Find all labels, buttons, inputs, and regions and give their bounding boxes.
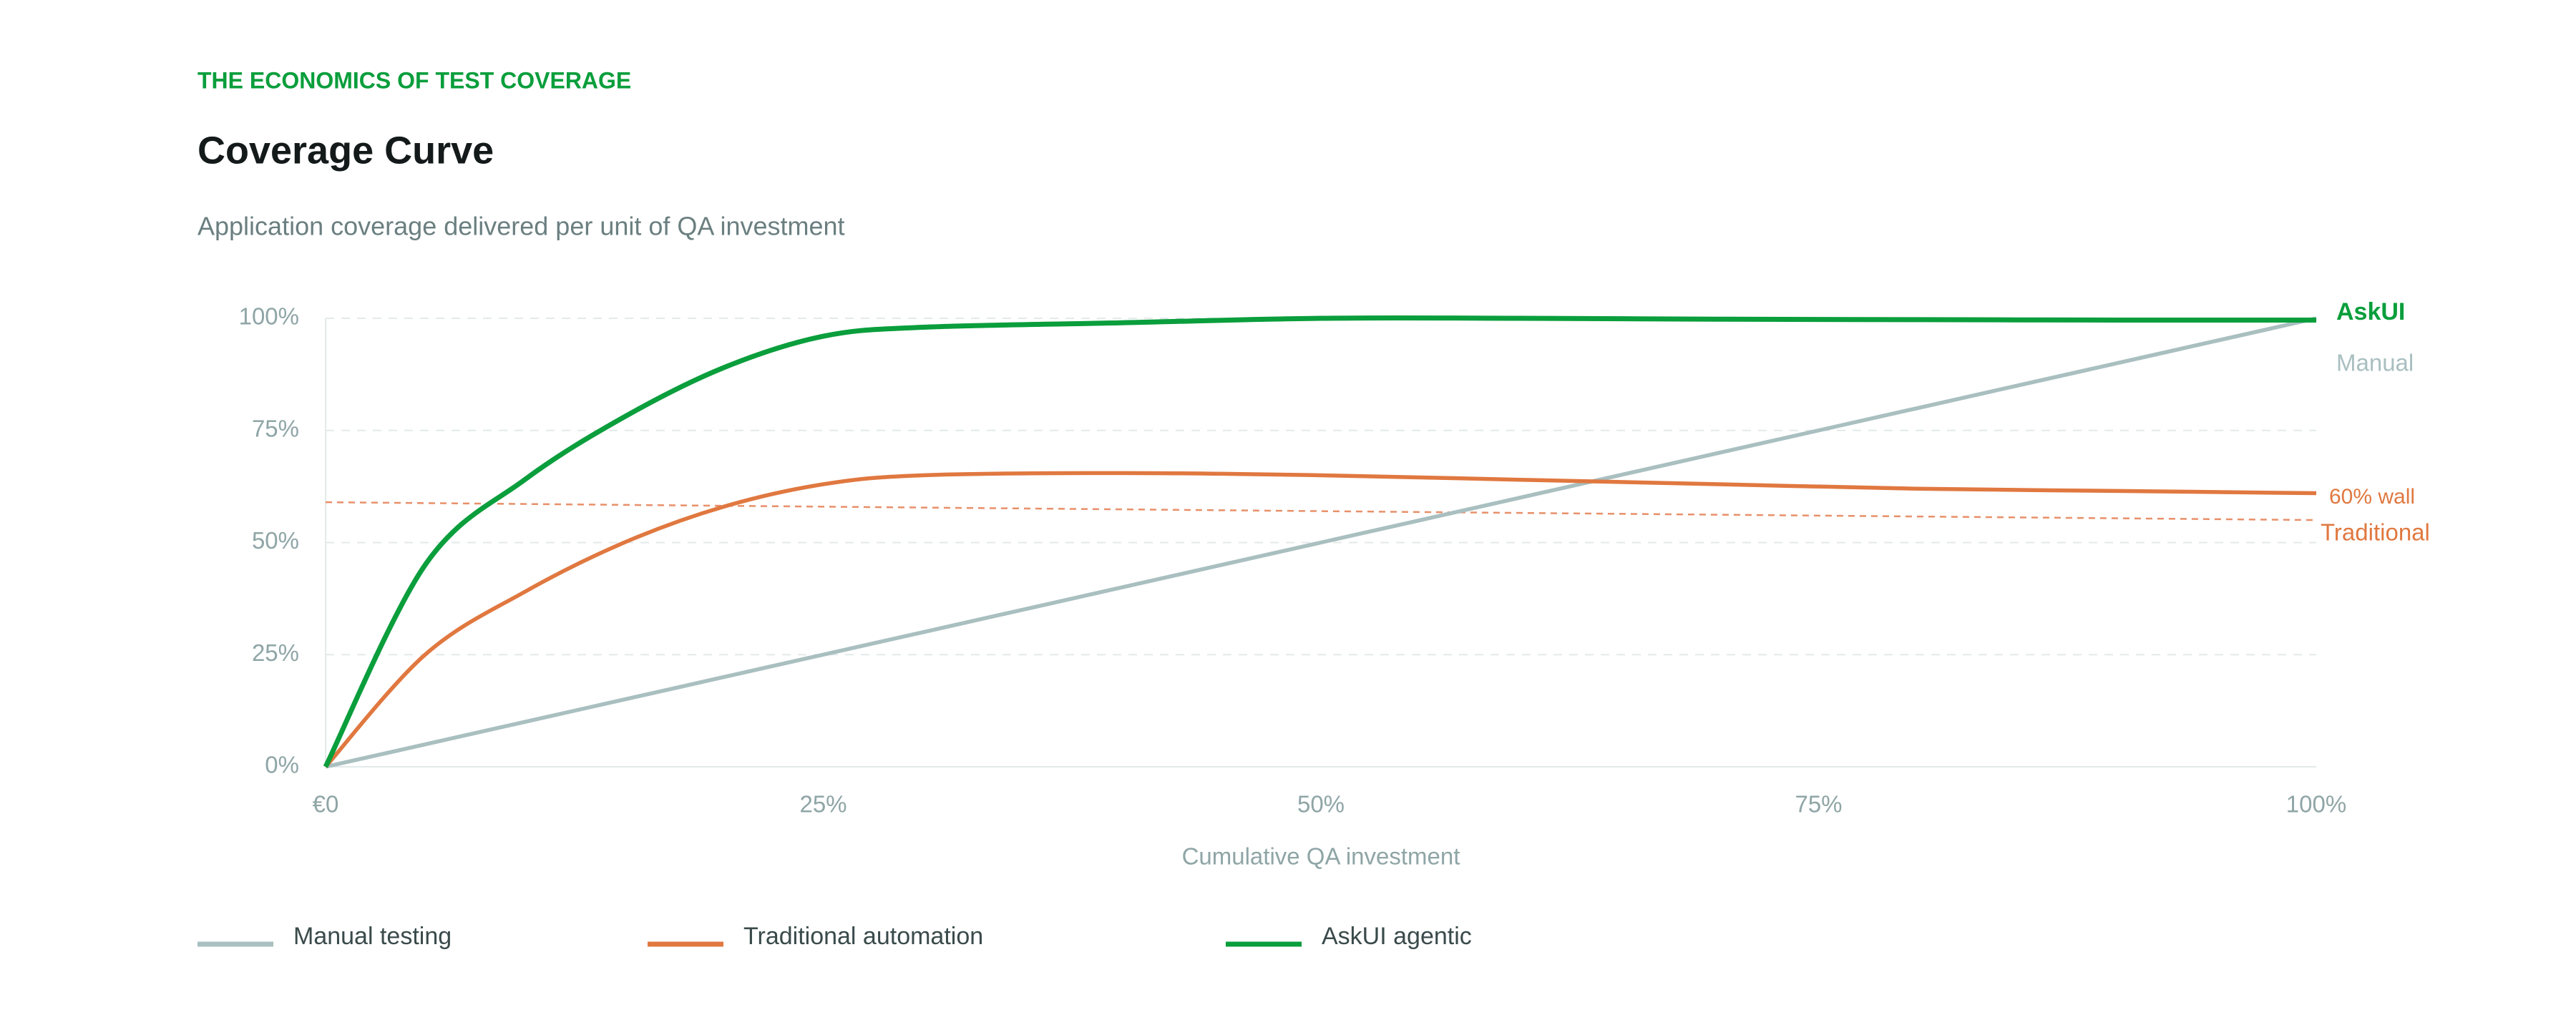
- chart-title: Coverage Curve: [197, 129, 494, 172]
- series-line: [323, 471, 2317, 768]
- series-line: [323, 315, 2317, 768]
- legend-label: Manual testing: [293, 923, 452, 950]
- x-tick-label: 50%: [1297, 791, 1345, 818]
- legend-label: Traditional automation: [743, 923, 983, 950]
- y-tick-label: 100%: [239, 303, 299, 330]
- end-label: Manual: [2336, 350, 2414, 376]
- series-line: [325, 316, 2317, 769]
- legend-label: AskUI agentic: [1322, 923, 1472, 950]
- x-tick-label: €0: [313, 791, 339, 818]
- x-tick-label: 100%: [2286, 791, 2346, 818]
- y-tick-label: 50%: [252, 527, 299, 554]
- end-label: Traditional: [2321, 519, 2430, 546]
- x-axis-label: Cumulative QA investment: [1182, 843, 1460, 870]
- reference-label: 60% wall: [2329, 485, 2415, 509]
- chart-subtitle: Application coverage delivered per unit …: [197, 212, 845, 241]
- end-label: AskUI: [2336, 298, 2405, 325]
- reference-line: [325, 501, 2317, 521]
- y-tick-label: 25%: [252, 639, 299, 666]
- x-tick-label: 25%: [799, 791, 847, 818]
- y-tick-label: 0%: [265, 752, 299, 778]
- y-tick-label: 75%: [252, 415, 299, 441]
- eyebrow: THE ECONOMICS OF TEST COVERAGE: [197, 67, 631, 93]
- x-tick-label: 75%: [1795, 791, 1842, 818]
